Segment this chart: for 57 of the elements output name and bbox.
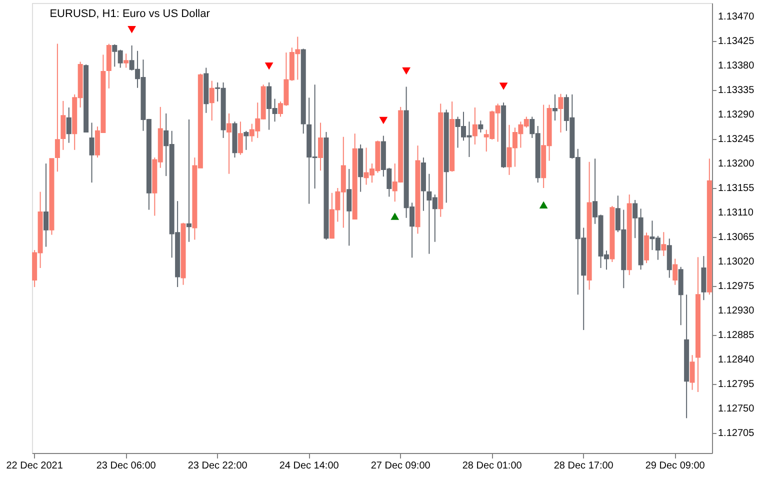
candlestick	[54, 43, 60, 172]
candlestick	[558, 93, 564, 134]
candlestick	[44, 163, 49, 248]
candlestick	[346, 168, 352, 246]
candlestick	[186, 118, 192, 242]
point	[128, 26, 136, 34]
y-tick-label: 1.13110	[718, 207, 754, 218]
x-tick-label: 29 Dec 09:00	[645, 460, 706, 472]
y-tick-label: 1.13200	[718, 158, 755, 170]
candlestick	[66, 106, 72, 144]
y-tick-label: 1.13155	[718, 183, 755, 194]
y-tick-label: 1.13245	[718, 134, 755, 146]
x-tick-label: 23 Dec 22:00	[188, 460, 248, 472]
candlestick	[124, 53, 129, 68]
y-tick-label: 1.12840	[718, 354, 755, 366]
x-tick-label: 23 Dec 06:00	[96, 460, 156, 472]
candlestick	[60, 100, 66, 150]
y-tick-label: 1.12975	[718, 280, 755, 292]
y-tick-label: 1.13335	[718, 85, 755, 96]
candlestick	[238, 121, 243, 156]
candlestick	[644, 232, 650, 264]
x-tick-label: 27 Dec 09:00	[370, 460, 431, 472]
point	[390, 212, 400, 220]
y-tick-label: 1.12795	[718, 378, 755, 390]
candlestick	[672, 258, 678, 286]
candlestick	[226, 112, 232, 174]
point	[402, 67, 410, 75]
chart-title: EURUSD, H1: Euro vs US Dollar	[50, 8, 210, 20]
point	[379, 116, 388, 124]
y-tick-label: 1.13065	[718, 232, 755, 243]
x-tick-label: 24 Dec 14:00	[279, 460, 340, 472]
candlestick	[318, 122, 324, 172]
candlestick	[701, 256, 706, 301]
candlestick	[666, 238, 672, 278]
candlestick	[478, 120, 484, 134]
x-tick-label: 28 Dec 17:00	[554, 460, 614, 472]
y-tick-label: 1.12885	[718, 330, 755, 341]
y-tick-label: 1.12930	[718, 305, 755, 316]
y-tick-label: 1.13020	[718, 256, 755, 268]
candlestick	[244, 130, 249, 150]
point	[539, 201, 548, 208]
y-tick-label: 1.13380	[718, 60, 755, 72]
y-tick-label: 1.12705	[718, 428, 755, 439]
y-tick-label: 1.13290	[718, 110, 755, 121]
candlestick	[552, 94, 558, 122]
y-tick-label: 1.13425	[718, 36, 755, 48]
candlestick	[690, 354, 695, 390]
candlestick	[661, 232, 666, 257]
candlestick	[472, 106, 478, 145]
candlestick	[89, 122, 94, 184]
point	[264, 62, 274, 70]
y-tick-label: 1.13470	[718, 12, 755, 23]
x-tick-label: 28 Dec 01:00	[462, 460, 522, 472]
x-tick-label: 22 Dec 2021	[6, 460, 64, 472]
point	[499, 82, 508, 90]
y-tick-label: 1.12750	[718, 403, 755, 414]
candlestick	[209, 80, 214, 122]
